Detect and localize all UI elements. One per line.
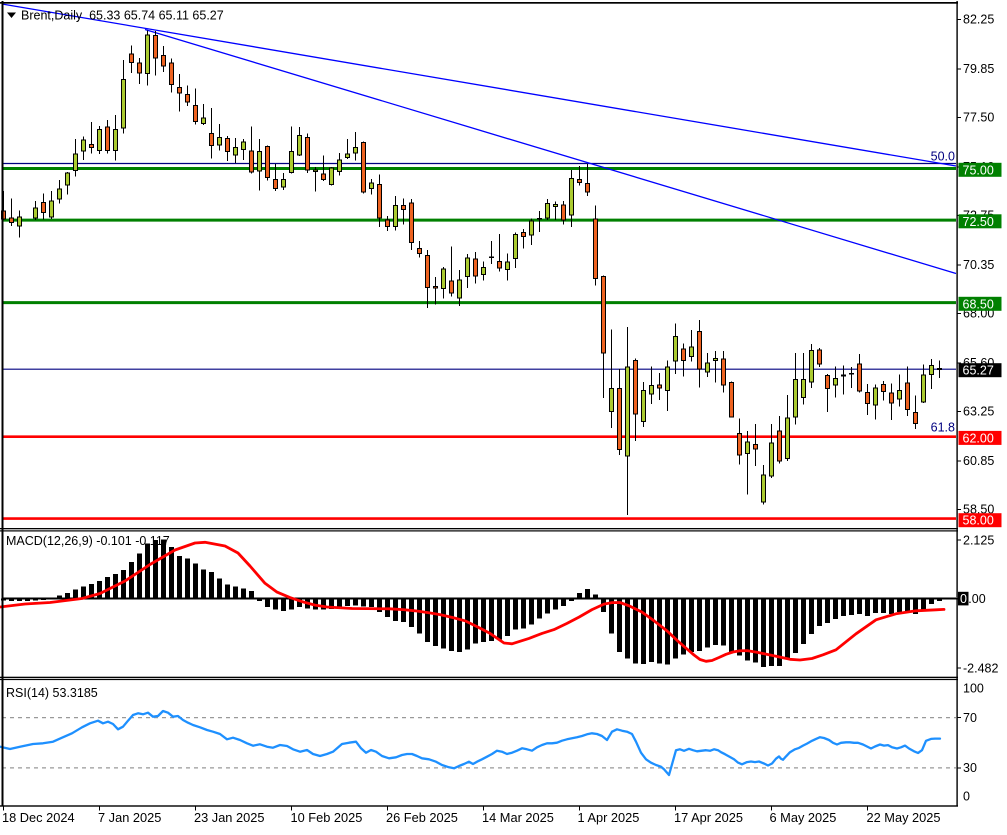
svg-text:50.0: 50.0 [931, 150, 955, 164]
svg-text:7 Jan 2025: 7 Jan 2025 [98, 810, 161, 825]
svg-text:75.00: 75.00 [963, 163, 994, 177]
svg-text:58.00: 58.00 [963, 514, 994, 528]
svg-text:100: 100 [963, 682, 984, 696]
svg-text:6 May 2025: 6 May 2025 [770, 810, 837, 825]
svg-text:2.125: 2.125 [963, 533, 994, 547]
svg-text:10 Feb 2025: 10 Feb 2025 [291, 810, 363, 825]
svg-text:60.85: 60.85 [963, 454, 994, 468]
svg-text:79.85: 79.85 [963, 62, 994, 76]
svg-text:68.50: 68.50 [963, 297, 994, 311]
svg-text:61.8: 61.8 [931, 421, 955, 435]
svg-text:70: 70 [963, 711, 977, 725]
svg-text:62.00: 62.00 [963, 431, 994, 445]
svg-text:.00: .00 [968, 592, 985, 606]
svg-text:1 Apr 2025: 1 Apr 2025 [578, 810, 640, 825]
svg-text:23 Jan 2025: 23 Jan 2025 [194, 810, 264, 825]
svg-text:58.50: 58.50 [963, 503, 994, 517]
svg-text:Brent,Daily 65.33 65.74 65.11: Brent,Daily 65.33 65.74 65.11 65.27 [21, 9, 224, 23]
svg-text:0: 0 [963, 790, 970, 804]
svg-text:70.35: 70.35 [963, 258, 994, 272]
svg-text:26 Feb 2025: 26 Feb 2025 [386, 810, 458, 825]
svg-text:0: 0 [960, 592, 967, 606]
svg-text:22 May 2025: 22 May 2025 [867, 810, 941, 825]
svg-text:72.50: 72.50 [963, 215, 994, 229]
svg-text:MACD(12,26,9) -0.101 -0.117: MACD(12,26,9) -0.101 -0.117 [6, 534, 170, 548]
svg-text:77.50: 77.50 [963, 111, 994, 125]
svg-text:82.25: 82.25 [963, 13, 994, 27]
svg-text:65.27: 65.27 [963, 364, 994, 378]
svg-text:14 Mar 2025: 14 Mar 2025 [482, 810, 554, 825]
svg-text:63.25: 63.25 [963, 405, 994, 419]
svg-text:-2.482: -2.482 [963, 661, 998, 675]
svg-text:30: 30 [963, 761, 977, 775]
svg-text:18 Dec 2024: 18 Dec 2024 [2, 810, 75, 825]
svg-text:17 Apr 2025: 17 Apr 2025 [674, 810, 743, 825]
svg-text:RSI(14) 53.3185: RSI(14) 53.3185 [6, 686, 98, 700]
